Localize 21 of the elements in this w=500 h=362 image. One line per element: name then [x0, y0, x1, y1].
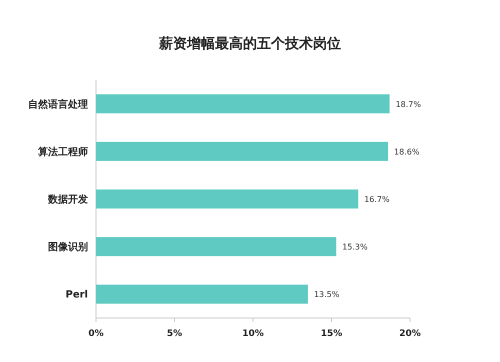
- x-tick-label: 0%: [88, 329, 104, 339]
- x-tick-label: 10%: [242, 329, 264, 339]
- data-label: 18.7%: [396, 100, 422, 109]
- y-tick-label: 算法工程师: [37, 146, 88, 158]
- bar: [96, 94, 390, 114]
- y-tick-label: 数据开发: [47, 194, 88, 206]
- data-label: 15.3%: [342, 242, 368, 252]
- data-label: 16.7%: [364, 195, 390, 204]
- data-label: 18.6%: [394, 147, 420, 156]
- data-label: 13.5%: [314, 290, 340, 300]
- bar: [96, 284, 308, 304]
- x-tick-label: 5%: [166, 329, 182, 339]
- x-tick-label: 15%: [320, 329, 342, 339]
- bar: [96, 237, 336, 256]
- chart-title: 薪资增幅最高的五个技术岗位: [158, 35, 341, 52]
- bar: [96, 142, 388, 161]
- y-tick-label: 自然语言处理: [28, 98, 88, 110]
- y-tick-label: Perl: [66, 290, 88, 301]
- bar: [96, 189, 358, 209]
- x-tick-label: 20%: [399, 329, 421, 339]
- y-tick-label: 图像识别: [48, 241, 88, 254]
